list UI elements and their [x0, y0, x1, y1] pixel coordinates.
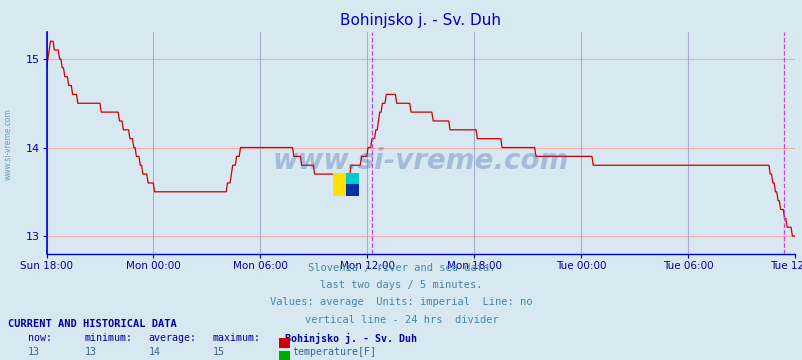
- Text: www.si-vreme.com: www.si-vreme.com: [272, 147, 569, 175]
- Text: www.si-vreme.com: www.si-vreme.com: [3, 108, 13, 180]
- Text: Bohinjsko j. - Sv. Duh: Bohinjsko j. - Sv. Duh: [285, 333, 416, 344]
- Text: now:: now:: [28, 333, 52, 343]
- Text: average:: average:: [148, 333, 196, 343]
- Title: Bohinjsko j. - Sv. Duh: Bohinjsko j. - Sv. Duh: [340, 13, 500, 28]
- Text: minimum:: minimum:: [84, 333, 132, 343]
- Text: last two days / 5 minutes.: last two days / 5 minutes.: [320, 280, 482, 290]
- Text: 13: 13: [28, 347, 40, 357]
- Text: temperature[F]: temperature[F]: [292, 347, 376, 357]
- Text: vertical line - 24 hrs  divider: vertical line - 24 hrs divider: [304, 315, 498, 325]
- Text: Values: average  Units: imperial  Line: no: Values: average Units: imperial Line: no: [270, 297, 532, 307]
- Text: Slovenia / river and sea data.: Slovenia / river and sea data.: [307, 263, 495, 273]
- Text: 15: 15: [213, 347, 225, 357]
- Text: CURRENT AND HISTORICAL DATA: CURRENT AND HISTORICAL DATA: [8, 319, 176, 329]
- Text: maximum:: maximum:: [213, 333, 261, 343]
- Text: 13: 13: [84, 347, 96, 357]
- Text: 14: 14: [148, 347, 160, 357]
